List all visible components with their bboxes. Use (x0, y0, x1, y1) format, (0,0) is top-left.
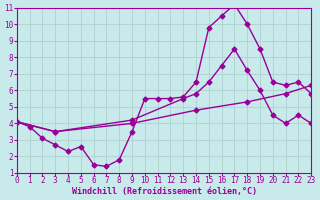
X-axis label: Windchill (Refroidissement éolien,°C): Windchill (Refroidissement éolien,°C) (72, 187, 257, 196)
